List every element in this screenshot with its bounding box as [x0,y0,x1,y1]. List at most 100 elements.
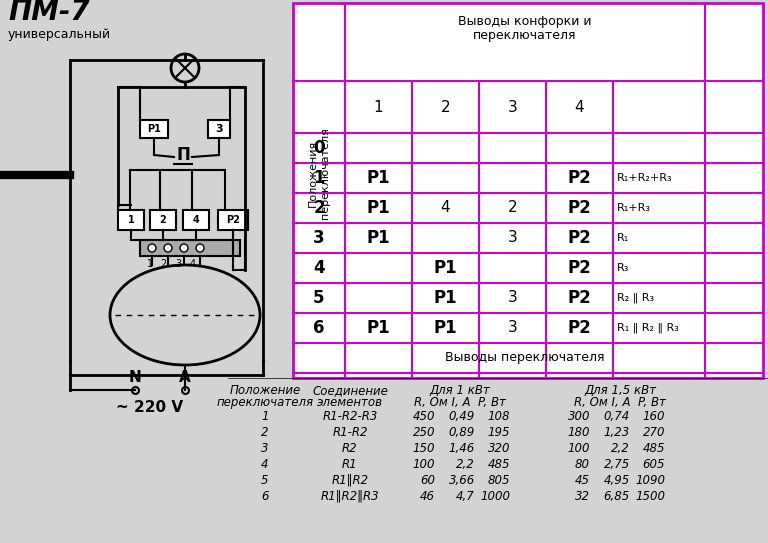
Text: 3: 3 [215,124,223,134]
Text: 4: 4 [574,99,584,115]
Text: 4,7: 4,7 [456,490,475,503]
Text: P1: P1 [366,319,390,337]
Text: R1‖R2: R1‖R2 [332,474,369,487]
Text: 1500: 1500 [635,490,665,503]
Text: 100: 100 [568,442,590,455]
Text: P2: P2 [226,215,240,225]
Bar [293,3,763,378]
Text: 6: 6 [261,490,269,503]
Text: 60: 60 [420,474,435,487]
Text: P2: P2 [568,199,591,217]
Text: 805: 805 [488,474,510,487]
Bar [208,120,230,138]
Text: P1: P1 [434,319,457,337]
Text: 2,2: 2,2 [611,442,630,455]
Text: 3: 3 [508,291,518,306]
Text: 2: 2 [160,259,166,269]
Text: 4: 4 [190,259,196,269]
Text: P1: P1 [366,229,390,247]
Text: R, Ом I, A  P, Вт: R, Ом I, A P, Вт [414,396,506,409]
Text: ПМ-7: ПМ-7 [8,0,90,26]
Text: П: П [176,146,190,164]
Text: 1: 1 [261,410,269,423]
Text: 2,2: 2,2 [456,458,475,471]
Text: Соединение: Соединение [312,384,388,397]
Bar [140,240,240,256]
Text: P1: P1 [147,124,161,134]
Text: R₁+R₃: R₁+R₃ [617,203,651,213]
Text: 1: 1 [127,215,134,225]
Text: P2: P2 [568,319,591,337]
Text: R, Ом I, A  P, Вт: R, Ом I, A P, Вт [574,396,666,409]
Text: 485: 485 [643,442,665,455]
Text: 3,66: 3,66 [449,474,475,487]
Text: универсальный: универсальный [8,28,111,41]
Text: R₂ ‖ R₃: R₂ ‖ R₃ [617,293,654,303]
Text: R1‖R2‖R3: R1‖R2‖R3 [321,490,379,503]
Text: 3: 3 [261,442,269,455]
Text: переключателя: переключателя [217,396,313,409]
Text: 1: 1 [313,169,325,187]
Text: 100: 100 [412,458,435,471]
Text: 485: 485 [488,458,510,471]
Text: R1: R1 [343,458,358,471]
Text: R₁ ‖ R₂ ‖ R₃: R₁ ‖ R₂ ‖ R₃ [617,323,679,333]
Text: 270: 270 [643,426,665,439]
Circle shape [196,244,204,252]
Text: 3: 3 [175,259,181,269]
Text: 1000: 1000 [480,490,510,503]
Text: 1,46: 1,46 [449,442,475,455]
Bar [293,3,763,378]
Text: 1,23: 1,23 [604,426,630,439]
Text: 605: 605 [643,458,665,471]
Bar [150,210,176,230]
Text: 195: 195 [488,426,510,439]
Text: 32: 32 [575,490,590,503]
Text: P2: P2 [568,229,591,247]
Text: 0: 0 [313,139,325,157]
Text: Положения
переключателя: Положения переключателя [308,127,329,219]
Text: R2: R2 [343,442,358,455]
Text: Для 1,5 кВт: Для 1,5 кВт [584,384,656,397]
Bar [183,210,209,230]
Text: P1: P1 [434,259,457,277]
Text: 0,89: 0,89 [449,426,475,439]
Text: переключателя: переключателя [473,29,577,42]
Text: Выводы конфорки и: Выводы конфорки и [458,15,592,28]
Circle shape [180,244,188,252]
Text: 0,49: 0,49 [449,410,475,423]
Text: P2: P2 [568,259,591,277]
Text: 320: 320 [488,442,510,455]
Text: 4: 4 [441,200,450,216]
Text: 2: 2 [160,215,167,225]
Bar [218,210,248,230]
Bar [140,120,168,138]
Text: 3: 3 [508,230,518,245]
Text: R₃: R₃ [617,263,629,273]
Text: 4,95: 4,95 [604,474,630,487]
Text: R1-R2: R1-R2 [333,426,368,439]
Text: 4: 4 [193,215,200,225]
Text: 80: 80 [575,458,590,471]
Text: Положение: Положение [230,384,300,397]
Bar [118,210,144,230]
Text: R₁+R₂+R₃: R₁+R₂+R₃ [617,173,673,183]
Text: 6,85: 6,85 [604,490,630,503]
Circle shape [164,244,172,252]
Text: P1: P1 [366,169,390,187]
Text: элементов: элементов [317,396,383,409]
Text: ~ 220 V: ~ 220 V [117,401,184,415]
Text: 300: 300 [568,410,590,423]
Text: 1: 1 [147,259,153,269]
Text: 180: 180 [568,426,590,439]
Text: P1: P1 [366,199,390,217]
Text: Для 1 кВт: Для 1 кВт [429,384,491,397]
Text: 108: 108 [488,410,510,423]
Text: 3: 3 [508,320,518,336]
Text: 6: 6 [313,319,325,337]
Text: P1: P1 [434,289,457,307]
Text: N: N [128,370,141,386]
Text: 46: 46 [420,490,435,503]
Text: 45: 45 [575,474,590,487]
Text: R1-R2-R3: R1-R2-R3 [323,410,378,423]
